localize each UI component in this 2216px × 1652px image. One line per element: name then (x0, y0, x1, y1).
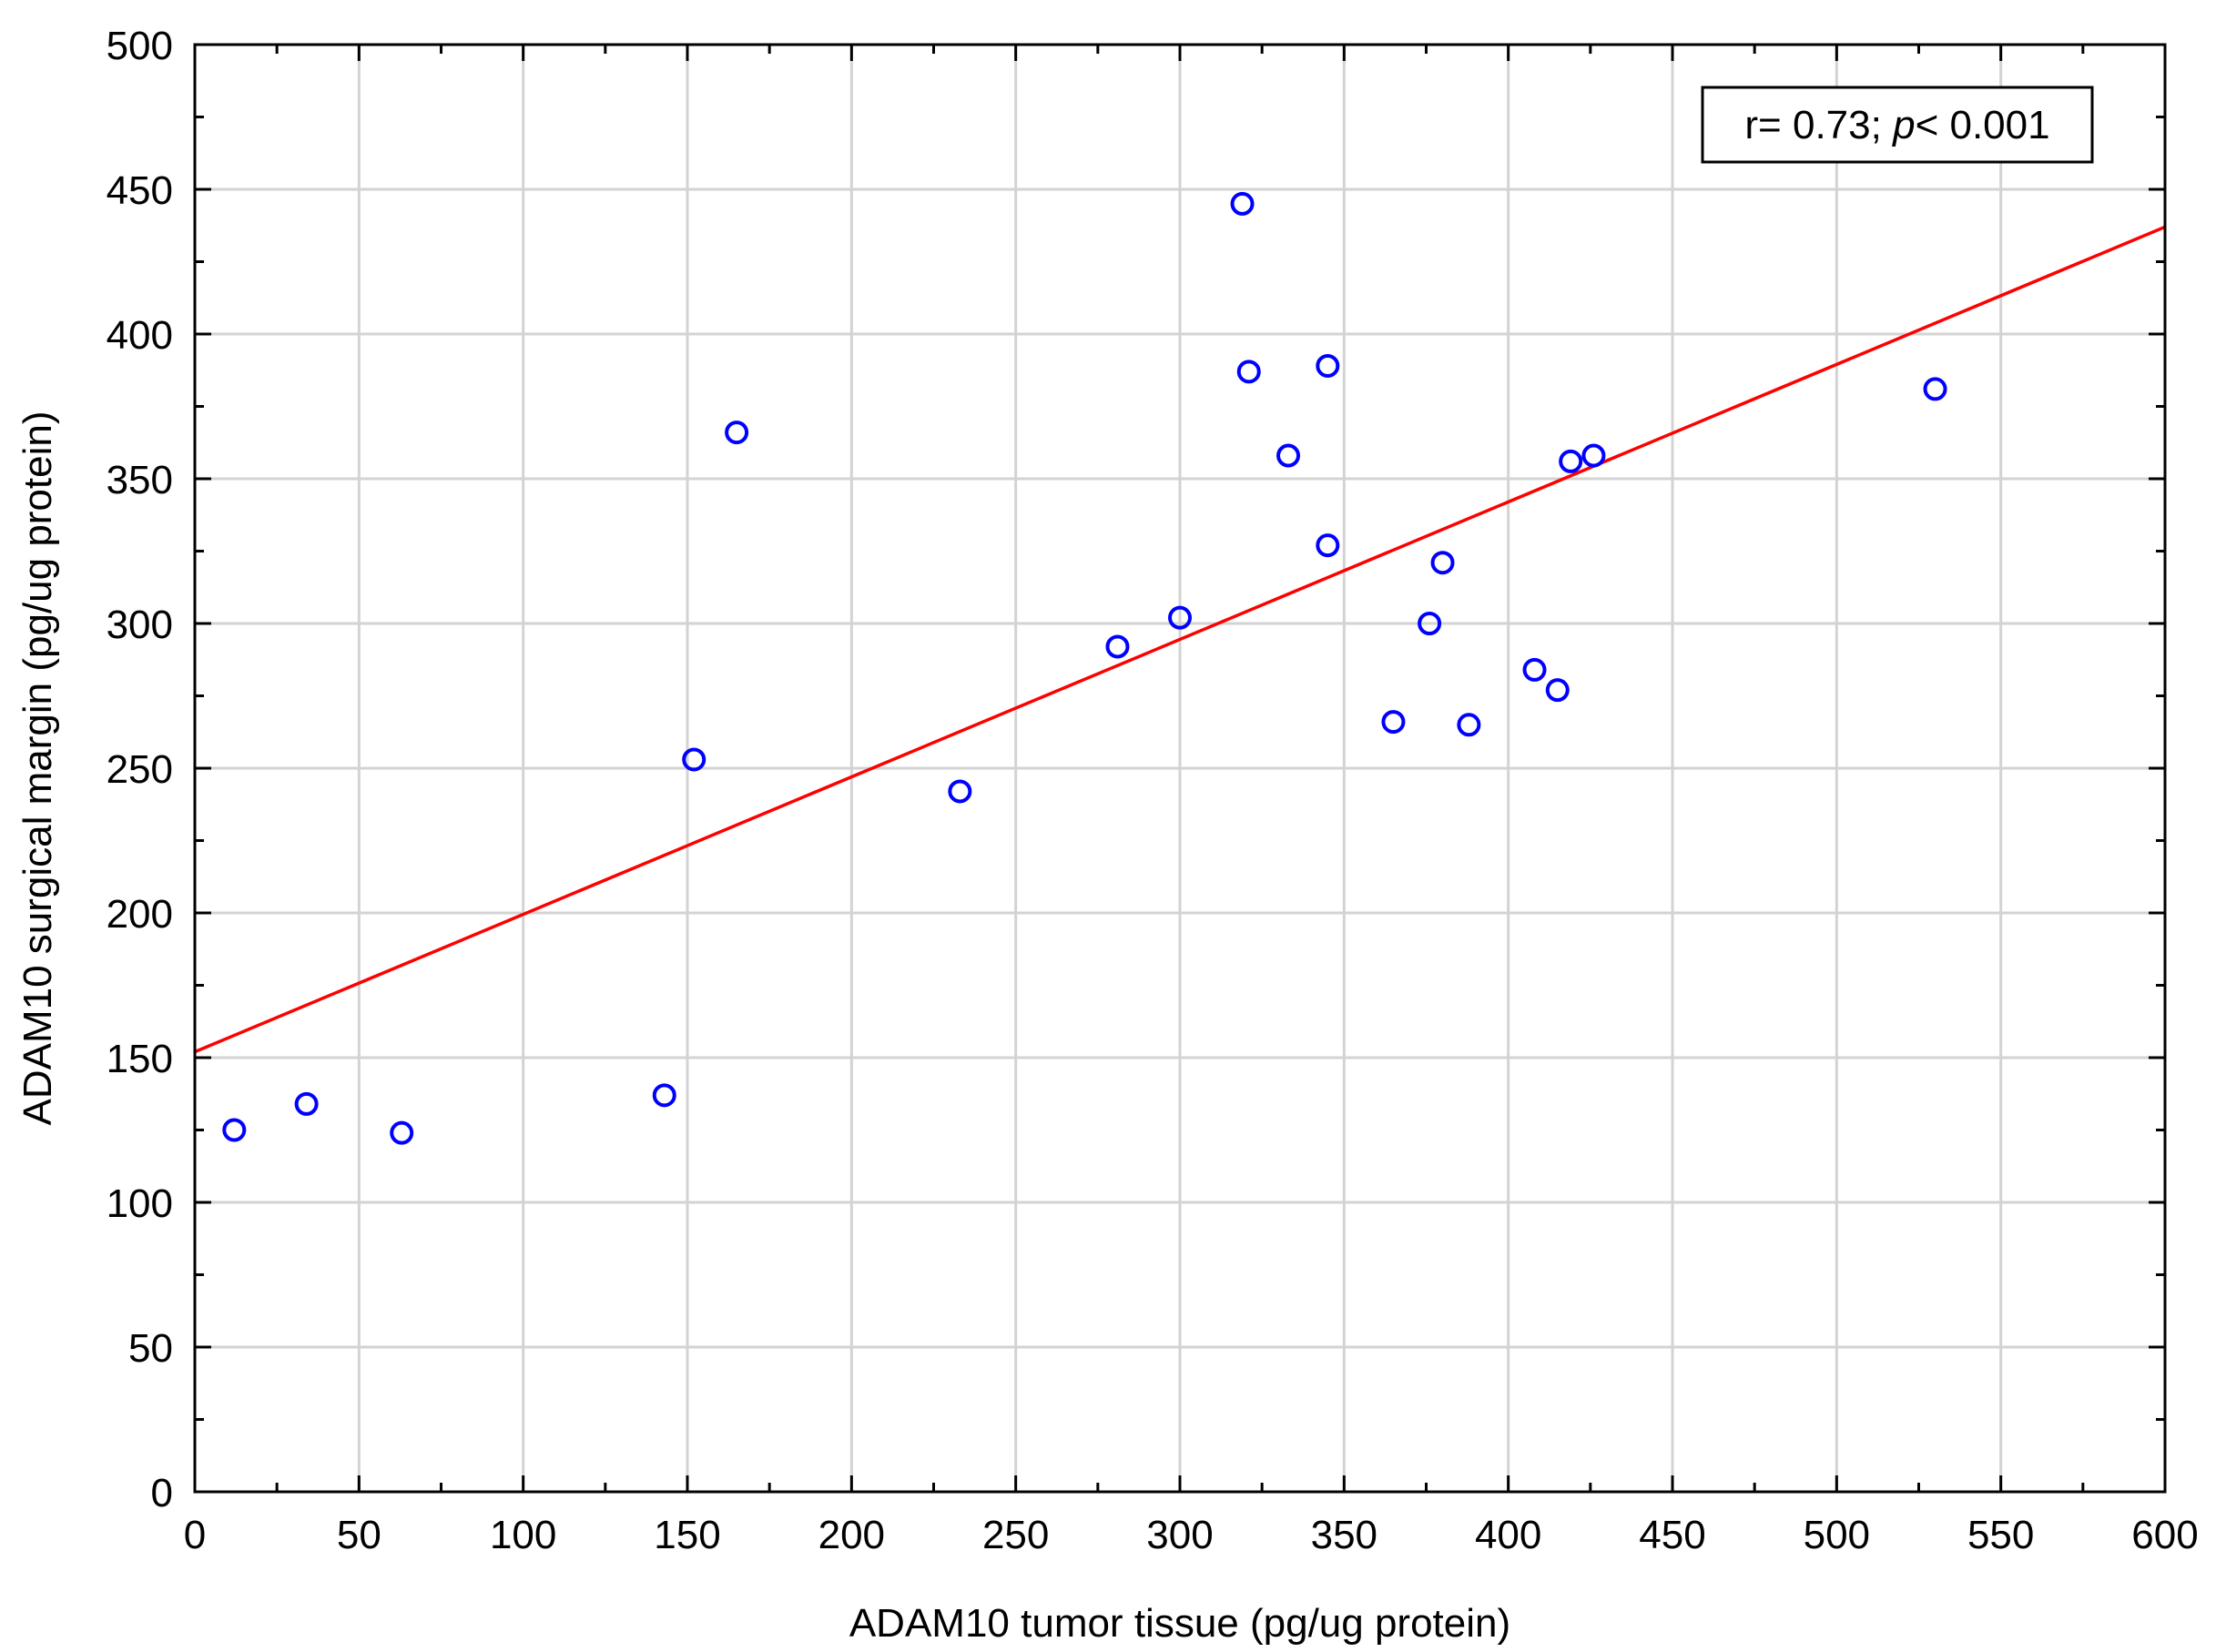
y-tick-label: 200 (107, 892, 173, 937)
annotation-text: r= 0.73; p< 0.001 (1744, 103, 2049, 147)
y-tick-label: 500 (107, 24, 173, 68)
x-tick-label: 200 (818, 1513, 885, 1557)
data-point (725, 421, 749, 445)
x-tick-label: 350 (1311, 1513, 1377, 1557)
y-tick-label: 350 (107, 458, 173, 502)
x-axis-title: ADAM10 tumor tissue (pg/ug protein) (849, 1601, 1510, 1646)
x-tick-label: 0 (184, 1513, 206, 1557)
data-point (1230, 191, 1255, 216)
data-point (1316, 353, 1340, 378)
data-point (1381, 710, 1406, 735)
data-point (948, 779, 972, 804)
y-tick-label: 250 (107, 747, 173, 792)
data-point (1522, 657, 1547, 682)
y-tick-label: 0 (151, 1471, 173, 1515)
x-tick-label: 300 (1146, 1513, 1213, 1557)
data-point (1559, 449, 1583, 473)
x-tick-labels: 0 50 100 150 200 250 300 350 400 450 500 550 600 (184, 1513, 2199, 1557)
data-point (1545, 678, 1570, 703)
data-point (222, 1118, 247, 1142)
data-point (1418, 612, 1442, 635)
annotation-prefix: r= 0.73; (1744, 103, 1893, 147)
regression-line-group (194, 225, 2166, 1054)
data-point (1276, 443, 1301, 468)
data-point (1923, 377, 1947, 401)
y-tick-label: 150 (107, 1037, 173, 1081)
data-point (682, 747, 706, 772)
data-point (1316, 533, 1340, 558)
regression-line (194, 225, 2166, 1054)
x-tick-label: 150 (654, 1513, 720, 1557)
x-tick-label: 600 (2131, 1513, 2198, 1557)
y-tick-labels: 0 50 100 150 200 250 300 350 400 450 500 (107, 24, 173, 1515)
x-tick-label: 450 (1639, 1513, 1705, 1557)
x-tick-label: 50 (337, 1513, 381, 1557)
data-point (652, 1083, 676, 1108)
correlation-annotation: r= 0.73; p< 0.001 (1701, 86, 2094, 164)
data-point (390, 1120, 414, 1145)
y-axis-title: ADAM10 surgical margin (pg/ug protein) (15, 410, 60, 1125)
annotation-suffix: < 0.001 (1916, 103, 2050, 147)
y-tick-label: 450 (107, 168, 173, 213)
annotation-p-symbol: p (1891, 103, 1915, 147)
data-points (222, 191, 1947, 1145)
y-tick-label: 100 (107, 1181, 173, 1226)
data-point (294, 1091, 319, 1116)
x-tick-label: 500 (1804, 1513, 1870, 1557)
data-point (1168, 605, 1192, 630)
y-tick-label: 50 (128, 1326, 173, 1371)
data-point (1457, 713, 1481, 737)
grid-lines (195, 45, 2165, 1492)
x-tick-label: 400 (1475, 1513, 1541, 1557)
plot-frame (193, 43, 2167, 1494)
data-point (1430, 551, 1455, 575)
x-tick-label: 250 (982, 1513, 1049, 1557)
data-point (1581, 443, 1606, 468)
y-tick-label: 300 (107, 603, 173, 647)
y-tick-label: 400 (107, 313, 173, 358)
x-tick-label: 550 (1967, 1513, 2034, 1557)
x-tick-label: 100 (490, 1513, 556, 1557)
data-point (1105, 634, 1130, 659)
annotation-border (1701, 86, 2094, 164)
data-point (1236, 360, 1261, 384)
